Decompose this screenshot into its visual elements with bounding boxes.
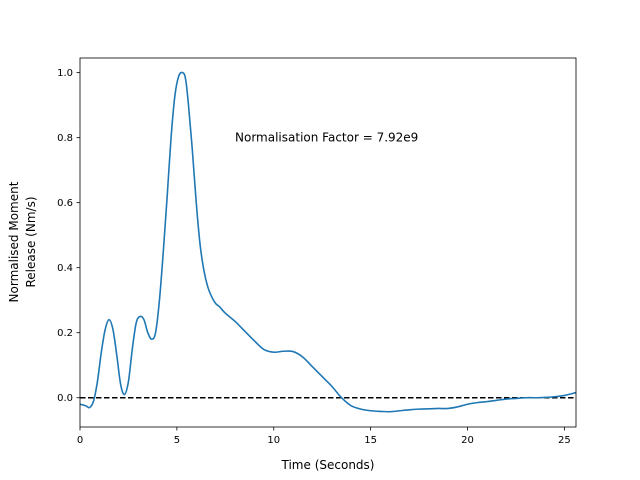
y-tick-label: 0.0 <box>57 393 73 404</box>
series-line-0 <box>79 71 577 413</box>
y-axis-label: Normalised Moment Release (Nm/s) <box>7 181 38 302</box>
y-tick-label: 0.2 <box>57 328 73 339</box>
y-tick-label: 0.8 <box>57 133 73 144</box>
x-tick-label: 15 <box>364 435 377 446</box>
y-tick-label: 0.6 <box>57 198 73 209</box>
y-tick-label: 1.0 <box>57 68 73 79</box>
x-tick-label: 0 <box>77 435 83 446</box>
y-axis-label-line-1: Normalised Moment <box>7 181 21 302</box>
y-axis-label-line-2: Release (Nm/s) <box>24 196 38 287</box>
annotation-text: Normalisation Factor = 7.92e9 <box>235 131 418 145</box>
x-tick-label: 5 <box>174 435 180 446</box>
plot-background <box>80 58 576 427</box>
x-axis-label: Time (Seconds) <box>281 458 375 472</box>
x-tick-label: 20 <box>461 435 474 446</box>
x-tick-label: 25 <box>558 435 571 446</box>
plot-frame <box>79 57 577 428</box>
y-tick-label: 0.4 <box>57 263 73 274</box>
x-tick-label: 10 <box>267 435 280 446</box>
